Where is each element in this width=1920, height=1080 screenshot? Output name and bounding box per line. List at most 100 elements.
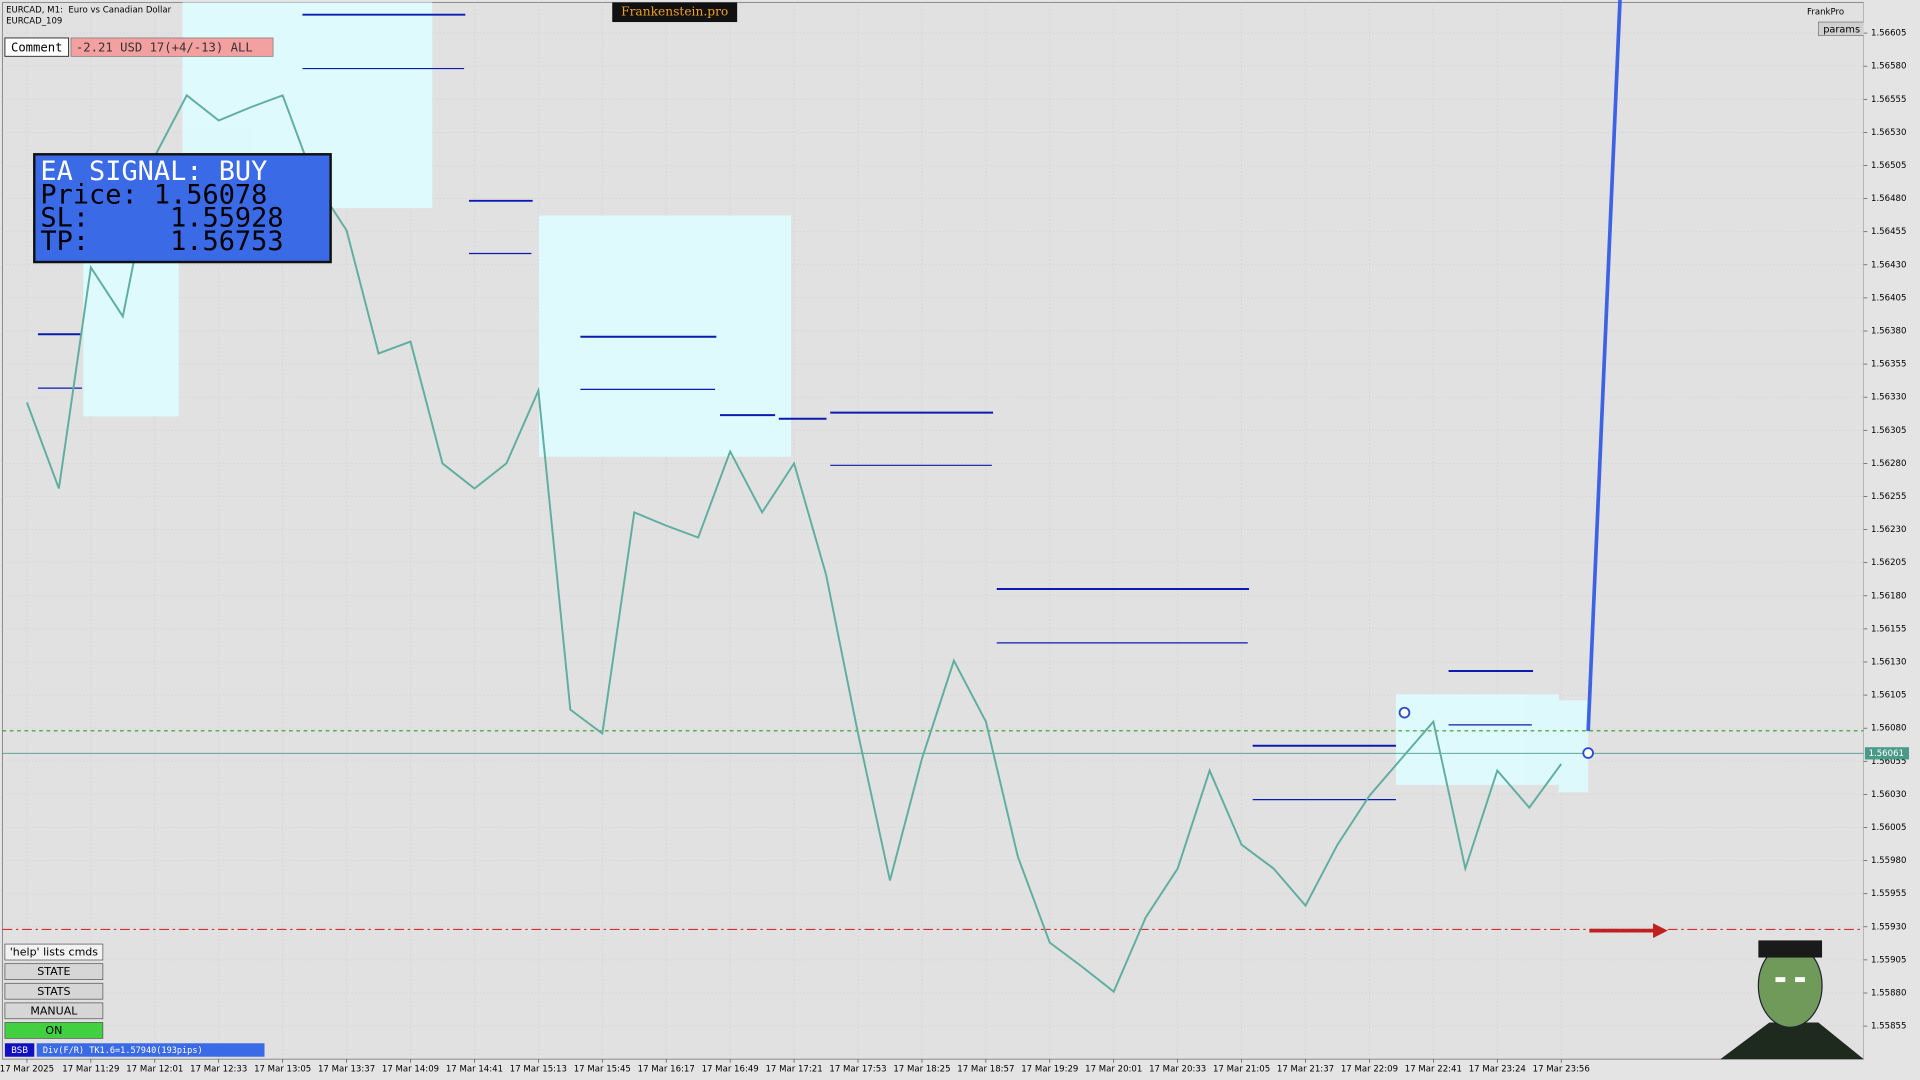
y-tick-label: 1.56255 <box>1871 492 1906 502</box>
target-line <box>1586 0 1622 732</box>
on-button[interactable] <box>4 1022 104 1039</box>
comment-value: -2.21 USD 17(+4/-13) ALL <box>76 40 253 54</box>
status-box <box>36 1043 265 1057</box>
stats-button[interactable] <box>4 982 104 1000</box>
y-tick-label: 1.56580 <box>1871 62 1906 72</box>
x-tick-label: 17 Mar 19:29 <box>1021 1064 1078 1074</box>
x-tick-label: 17 Mar 14:41 <box>446 1064 503 1074</box>
x-tick-label: 17 Mar 20:01 <box>1085 1064 1142 1074</box>
manual-button[interactable] <box>4 1002 104 1020</box>
indicator-name: FrankPro <box>1807 8 1844 18</box>
params-label[interactable]: params <box>1823 24 1860 35</box>
state-label[interactable]: STATE <box>37 965 70 978</box>
x-tick-label: 17 Mar 21:37 <box>1277 1064 1334 1074</box>
y-tick-label: 1.55930 <box>1871 922 1906 932</box>
y-tick-label: 1.56030 <box>1871 790 1906 800</box>
x-tick-label: 17 Mar 18:25 <box>893 1064 950 1074</box>
on-label[interactable]: ON <box>45 1024 62 1037</box>
help-text: 'help' lists cmds <box>10 946 99 959</box>
y-tick-label: 1.55905 <box>1871 955 1906 965</box>
price-line <box>26 93 1563 994</box>
x-tick-label: 17 Mar 20:33 <box>1149 1064 1206 1074</box>
y-tick-label: 1.56180 <box>1871 591 1906 601</box>
y-tick-label: 1.56355 <box>1871 360 1906 370</box>
x-tick-label: 17 Mar 18:57 <box>957 1064 1014 1074</box>
y-tick-label: 1.56130 <box>1871 657 1906 667</box>
y-tick-label: 1.56230 <box>1871 525 1906 535</box>
symbol-line: EURCAD, M1: Euro vs Canadian Dollar <box>6 5 172 15</box>
comment-label: Comment <box>11 40 63 54</box>
stats-label[interactable]: STATS <box>37 985 70 998</box>
x-tick-label: 17 Mar 16:17 <box>638 1064 695 1074</box>
x-tick-label: 17 Mar 13:05 <box>254 1064 311 1074</box>
price-axis <box>1863 0 1920 1080</box>
levels <box>37 13 1534 801</box>
y-tick-label: 1.56530 <box>1871 128 1906 138</box>
y-tick-label: 1.56330 <box>1871 393 1906 403</box>
x-tick-label: 17 Mar 2025 <box>0 1064 54 1074</box>
y-tick-label: 1.55880 <box>1871 988 1906 998</box>
y-tick-label: 1.56080 <box>1871 724 1906 734</box>
x-tick-label: 17 Mar 23:24 <box>1469 1064 1526 1074</box>
y-tick-label: 1.56055 <box>1871 757 1906 767</box>
y-tick-label: 1.55855 <box>1871 1022 1906 1032</box>
x-tick-label: 17 Mar 12:33 <box>190 1064 247 1074</box>
help-box <box>4 943 104 961</box>
x-tick-label: 17 Mar 17:53 <box>829 1064 886 1074</box>
x-tick-label: 17 Mar 16:49 <box>702 1064 759 1074</box>
signal-line: TP: 1.56753 <box>40 226 283 257</box>
y-tick-label: 1.56005 <box>1871 823 1906 833</box>
account-line: EURCAD_109 <box>6 16 62 26</box>
signal-marker <box>1398 706 1411 719</box>
x-tick-label: 17 Mar 13:37 <box>318 1064 375 1074</box>
y-tick-label: 1.55955 <box>1871 889 1906 899</box>
signal-title: EA SIGNAL: BUY <box>40 156 267 187</box>
signal-line: SL: 1.55928 <box>40 203 283 234</box>
signal-marker <box>1582 747 1594 759</box>
y-tick-label: 1.56105 <box>1871 691 1906 701</box>
x-tick-label: 17 Mar 17:21 <box>765 1064 822 1074</box>
x-tick-label: 17 Mar 21:05 <box>1213 1064 1270 1074</box>
zone <box>1558 700 1589 793</box>
x-tick-label: 17 Mar 22:41 <box>1405 1064 1462 1074</box>
signal-panel <box>33 153 332 264</box>
y-tick-label: 1.56305 <box>1871 426 1906 436</box>
comment-box <box>4 37 70 57</box>
status-tag: BSB <box>11 1046 28 1056</box>
status-text: Div(F/R) TK1.6=1.57940(193pips) <box>43 1046 203 1056</box>
brand: Frankenstein.pro <box>621 5 728 19</box>
x-tick-label: 17 Mar 11:29 <box>62 1064 119 1074</box>
x-tick-label: 17 Mar 15:45 <box>574 1064 631 1074</box>
manual-label[interactable]: MANUAL <box>30 1004 78 1017</box>
y-tick-label: 1.56480 <box>1871 194 1906 204</box>
y-tick-label: 1.56455 <box>1871 227 1906 237</box>
y-tick-label: 1.56155 <box>1871 624 1906 634</box>
state-button[interactable] <box>4 963 104 980</box>
x-tick-label: 17 Mar 23:56 <box>1533 1064 1590 1074</box>
y-tick-label: 1.56280 <box>1871 459 1906 469</box>
last-price-box <box>1864 747 1909 760</box>
x-tick-label: 17 Mar 22:09 <box>1341 1064 1398 1074</box>
signal-line: Price: 1.56078 <box>40 179 267 210</box>
mascot <box>1720 940 1864 1060</box>
x-tick-label: 17 Mar 12:01 <box>126 1064 183 1074</box>
y-tick-label: 1.56505 <box>1871 161 1906 171</box>
y-tick-label: 1.56430 <box>1871 260 1906 270</box>
y-tick-label: 1.56380 <box>1871 326 1906 336</box>
y-tick-label: 1.56555 <box>1871 95 1906 105</box>
y-tick-label: 1.56605 <box>1871 29 1906 39</box>
zone <box>1395 694 1559 785</box>
y-tick-label: 1.56205 <box>1871 558 1906 568</box>
x-tick-label: 17 Mar 15:13 <box>510 1064 567 1074</box>
y-tick-label: 1.55980 <box>1871 856 1906 866</box>
brand-box <box>612 2 738 23</box>
status-tag-box <box>4 1043 35 1057</box>
y-tick-label: 1.56405 <box>1871 293 1906 303</box>
x-tick-label: 17 Mar 14:09 <box>382 1064 439 1074</box>
sl-arrow-head <box>1653 923 1668 938</box>
comment-value-box <box>70 37 274 57</box>
last-price-label: 1.56061 <box>1869 749 1904 759</box>
series-layer <box>2 93 1864 994</box>
